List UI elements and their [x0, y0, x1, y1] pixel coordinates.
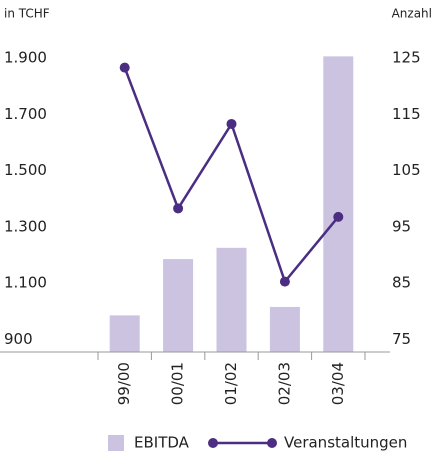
y-tick-label: 1.300 — [4, 217, 47, 235]
bar — [323, 56, 354, 353]
bar — [216, 247, 247, 352]
legend-label: EBITDA — [134, 434, 190, 452]
x-tick-label: 03/04 — [329, 362, 347, 405]
y2-tick-label: 105 — [392, 161, 421, 179]
y2-tick-label: 115 — [392, 105, 421, 123]
y2-axis-label: Anzahl — [392, 7, 432, 21]
legend-swatch — [108, 435, 124, 451]
x-tick-label: 02/03 — [275, 362, 293, 405]
x-tick-label: 99/00 — [115, 362, 133, 405]
line-point — [173, 203, 184, 214]
y2-tick-label: 85 — [392, 274, 411, 292]
y-tick-label: 1.900 — [4, 49, 47, 67]
legend-marker — [267, 438, 277, 448]
y2-tick-label: 125 — [392, 49, 421, 67]
legend-marker — [208, 438, 218, 448]
y-tick-label: 1.500 — [4, 161, 47, 179]
x-tick-label: 00/01 — [169, 362, 187, 405]
legend-label: Veranstaltungen — [284, 434, 407, 452]
bar — [109, 315, 140, 352]
y-tick-label: 900 — [4, 330, 33, 348]
y-tick-label: 1.700 — [4, 105, 47, 123]
x-tick-label: 01/02 — [222, 362, 240, 405]
y2-tick-label: 95 — [392, 217, 411, 235]
y2-tick-label: 75 — [392, 330, 411, 348]
line-point — [279, 276, 290, 287]
y-axis-label: in TCHF — [4, 7, 50, 21]
bar — [269, 306, 300, 352]
line-point — [226, 118, 237, 129]
bar — [163, 259, 194, 352]
line-point — [333, 211, 344, 222]
y-tick-label: 1.100 — [4, 274, 47, 292]
line-point — [119, 62, 130, 73]
